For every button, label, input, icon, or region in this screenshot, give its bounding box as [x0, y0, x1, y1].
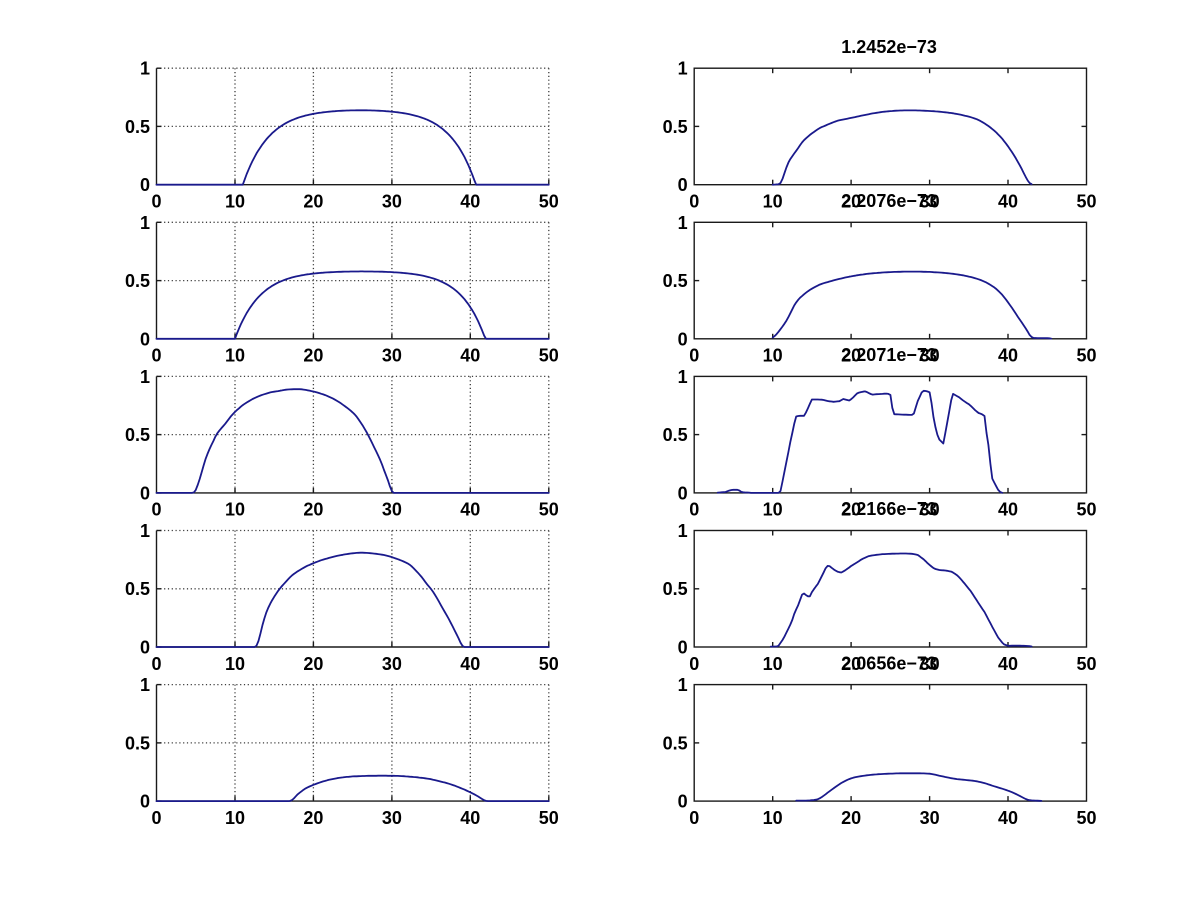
svg-text:20: 20: [303, 192, 323, 212]
svg-text:20: 20: [841, 192, 861, 212]
svg-text:50: 50: [1076, 500, 1096, 520]
svg-text:0: 0: [678, 483, 688, 503]
svg-text:1.2452e−73: 1.2452e−73: [841, 37, 937, 57]
svg-text:10: 10: [763, 192, 783, 212]
svg-text:30: 30: [382, 808, 402, 828]
svg-text:0: 0: [678, 638, 688, 658]
svg-text:10: 10: [225, 500, 245, 520]
svg-text:10: 10: [763, 346, 783, 366]
svg-text:30: 30: [382, 500, 402, 520]
svg-text:1: 1: [678, 59, 688, 79]
svg-text:10: 10: [763, 808, 783, 828]
svg-text:50: 50: [539, 500, 559, 520]
svg-text:50: 50: [539, 346, 559, 366]
svg-text:20: 20: [303, 346, 323, 366]
svg-text:0: 0: [689, 346, 699, 366]
svg-text:50: 50: [1076, 654, 1096, 674]
svg-text:0: 0: [689, 500, 699, 520]
svg-text:2.2166e−73: 2.2166e−73: [841, 499, 937, 519]
svg-text:1: 1: [140, 521, 150, 541]
svg-text:40: 40: [998, 654, 1018, 674]
svg-text:1: 1: [678, 521, 688, 541]
svg-text:0: 0: [140, 483, 150, 503]
svg-text:0.5: 0.5: [663, 733, 688, 753]
svg-text:2.2071e−73: 2.2071e−73: [841, 345, 937, 365]
svg-text:20: 20: [841, 808, 861, 828]
svg-text:0: 0: [689, 192, 699, 212]
svg-text:40: 40: [460, 192, 480, 212]
svg-text:0: 0: [151, 808, 161, 828]
svg-text:0.5: 0.5: [125, 733, 150, 753]
svg-text:50: 50: [539, 808, 559, 828]
svg-text:30: 30: [920, 346, 940, 366]
svg-text:10: 10: [225, 192, 245, 212]
svg-text:0: 0: [151, 654, 161, 674]
svg-text:0.5: 0.5: [125, 271, 150, 291]
svg-text:0.5: 0.5: [663, 425, 688, 445]
svg-text:30: 30: [382, 654, 402, 674]
svg-text:1: 1: [678, 213, 688, 233]
svg-text:0.5: 0.5: [125, 425, 150, 445]
svg-text:50: 50: [1076, 346, 1096, 366]
svg-text:30: 30: [920, 808, 940, 828]
svg-text:0: 0: [151, 346, 161, 366]
svg-text:1: 1: [140, 59, 150, 79]
svg-text:0: 0: [689, 808, 699, 828]
svg-text:0.5: 0.5: [125, 117, 150, 137]
svg-text:40: 40: [998, 500, 1018, 520]
svg-text:10: 10: [763, 654, 783, 674]
svg-text:1: 1: [678, 675, 688, 695]
svg-text:1: 1: [140, 213, 150, 233]
svg-text:50: 50: [1076, 808, 1096, 828]
svg-text:50: 50: [1076, 192, 1096, 212]
svg-text:0: 0: [151, 500, 161, 520]
svg-text:10: 10: [225, 654, 245, 674]
svg-text:1: 1: [140, 367, 150, 387]
svg-text:2.0656e−73: 2.0656e−73: [841, 653, 937, 673]
svg-text:30: 30: [920, 500, 940, 520]
svg-text:30: 30: [920, 654, 940, 674]
svg-text:1: 1: [140, 675, 150, 695]
svg-text:0: 0: [140, 175, 150, 195]
svg-text:0: 0: [140, 792, 150, 812]
svg-text:30: 30: [382, 192, 402, 212]
svg-text:50: 50: [539, 654, 559, 674]
svg-text:10: 10: [763, 500, 783, 520]
svg-text:20: 20: [303, 808, 323, 828]
svg-text:50: 50: [539, 192, 559, 212]
svg-text:0: 0: [678, 329, 688, 349]
svg-text:40: 40: [460, 654, 480, 674]
svg-text:0: 0: [678, 175, 688, 195]
svg-text:0.5: 0.5: [663, 117, 688, 137]
svg-text:1: 1: [678, 367, 688, 387]
svg-text:40: 40: [460, 500, 480, 520]
svg-text:40: 40: [460, 346, 480, 366]
svg-text:20: 20: [303, 654, 323, 674]
svg-text:20: 20: [841, 346, 861, 366]
svg-text:0: 0: [151, 192, 161, 212]
svg-text:40: 40: [460, 808, 480, 828]
svg-text:30: 30: [920, 192, 940, 212]
svg-text:30: 30: [382, 346, 402, 366]
svg-text:0.5: 0.5: [125, 579, 150, 599]
svg-text:40: 40: [998, 192, 1018, 212]
svg-text:0: 0: [678, 792, 688, 812]
svg-text:10: 10: [225, 346, 245, 366]
svg-text:20: 20: [841, 500, 861, 520]
svg-text:2.2076e−73: 2.2076e−73: [841, 191, 937, 211]
svg-text:10: 10: [225, 808, 245, 828]
svg-text:0: 0: [140, 638, 150, 658]
svg-text:20: 20: [303, 500, 323, 520]
svg-text:0.5: 0.5: [663, 271, 688, 291]
svg-text:20: 20: [841, 654, 861, 674]
svg-text:0: 0: [689, 654, 699, 674]
svg-text:0.5: 0.5: [663, 579, 688, 599]
svg-text:0: 0: [140, 329, 150, 349]
svg-text:40: 40: [998, 346, 1018, 366]
svg-text:40: 40: [998, 808, 1018, 828]
